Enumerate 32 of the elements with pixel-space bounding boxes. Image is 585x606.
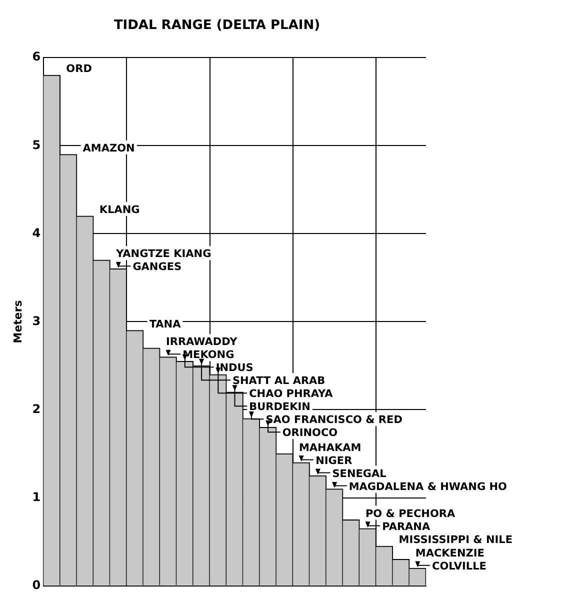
chart-title: TIDAL RANGE (DELTA PLAIN) xyxy=(114,18,320,34)
annotation: MEKONG xyxy=(182,349,234,362)
y-tick-label: 0 xyxy=(32,578,41,592)
text: COLVILLE xyxy=(432,560,486,572)
annotation: SHATT AL ARAB xyxy=(232,375,326,388)
y-tick-label: 3 xyxy=(32,314,41,328)
annotation: PO & PECHORA xyxy=(365,508,456,520)
annotation: MACKENZIE xyxy=(415,547,484,560)
annotation: BURDEKIN xyxy=(249,401,310,414)
annotation: GANGES xyxy=(132,261,182,274)
annotation: IRRAWADDY xyxy=(166,336,238,348)
annotation: MAHAKAM xyxy=(298,442,362,454)
annotation: AMAZON xyxy=(82,142,135,154)
annotation: ORINOCO xyxy=(282,427,338,440)
annotation: TANA xyxy=(149,318,182,331)
y-tick-label: 6 xyxy=(32,50,41,64)
y-tick-label: 5 xyxy=(32,138,41,152)
annotation: PARANA xyxy=(382,520,431,533)
y-tick-label: 1 xyxy=(32,490,41,504)
annotation: SENEGAL xyxy=(332,468,387,480)
y-tick-label: 4 xyxy=(32,226,41,240)
annotation: KLANG xyxy=(99,204,140,216)
y-axis-title: Meters xyxy=(11,300,24,344)
annotation: CHAO PHRAYA xyxy=(249,388,334,400)
annotation: INDUS xyxy=(216,362,254,374)
annotation: YANGTZE KIANG xyxy=(115,248,212,260)
annotation: MISSISSIPPI & NILE xyxy=(398,534,513,546)
annotation: ORD xyxy=(66,63,92,76)
y-tick-label: 2 xyxy=(32,402,41,416)
annotation: MAGDALENA & HWANG HO xyxy=(348,480,508,493)
annotation: NIGER xyxy=(316,454,352,467)
annotation: SAO FRANCISCO & RED xyxy=(266,414,403,426)
